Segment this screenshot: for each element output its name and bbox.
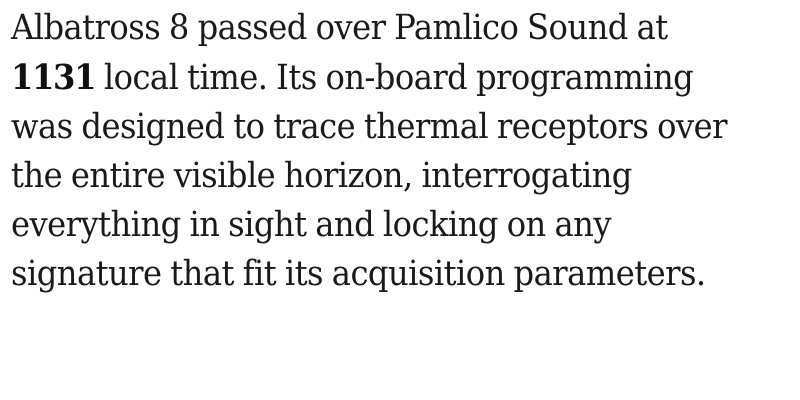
text-line-2: 1131 local time. Its on-board programmin… [11, 53, 728, 103]
body-paragraph: Albatross 8 passed over Pamlico Sound at… [11, 4, 728, 299]
time-emphasis: 1131 [11, 57, 96, 98]
text-line-6: signature that fit its acquisition param… [11, 254, 706, 294]
text-line-3: was designed to trace thermal receptors … [11, 107, 727, 147]
text-line-5: everything in sight and locking on any [11, 205, 612, 245]
text-line-2-rest: local time. Its on-board programming [95, 58, 694, 98]
text-line-4: the entire visible horizon, interrogatin… [11, 156, 632, 196]
text-line-1: Albatross 8 passed over Pamlico Sound at [11, 8, 668, 48]
